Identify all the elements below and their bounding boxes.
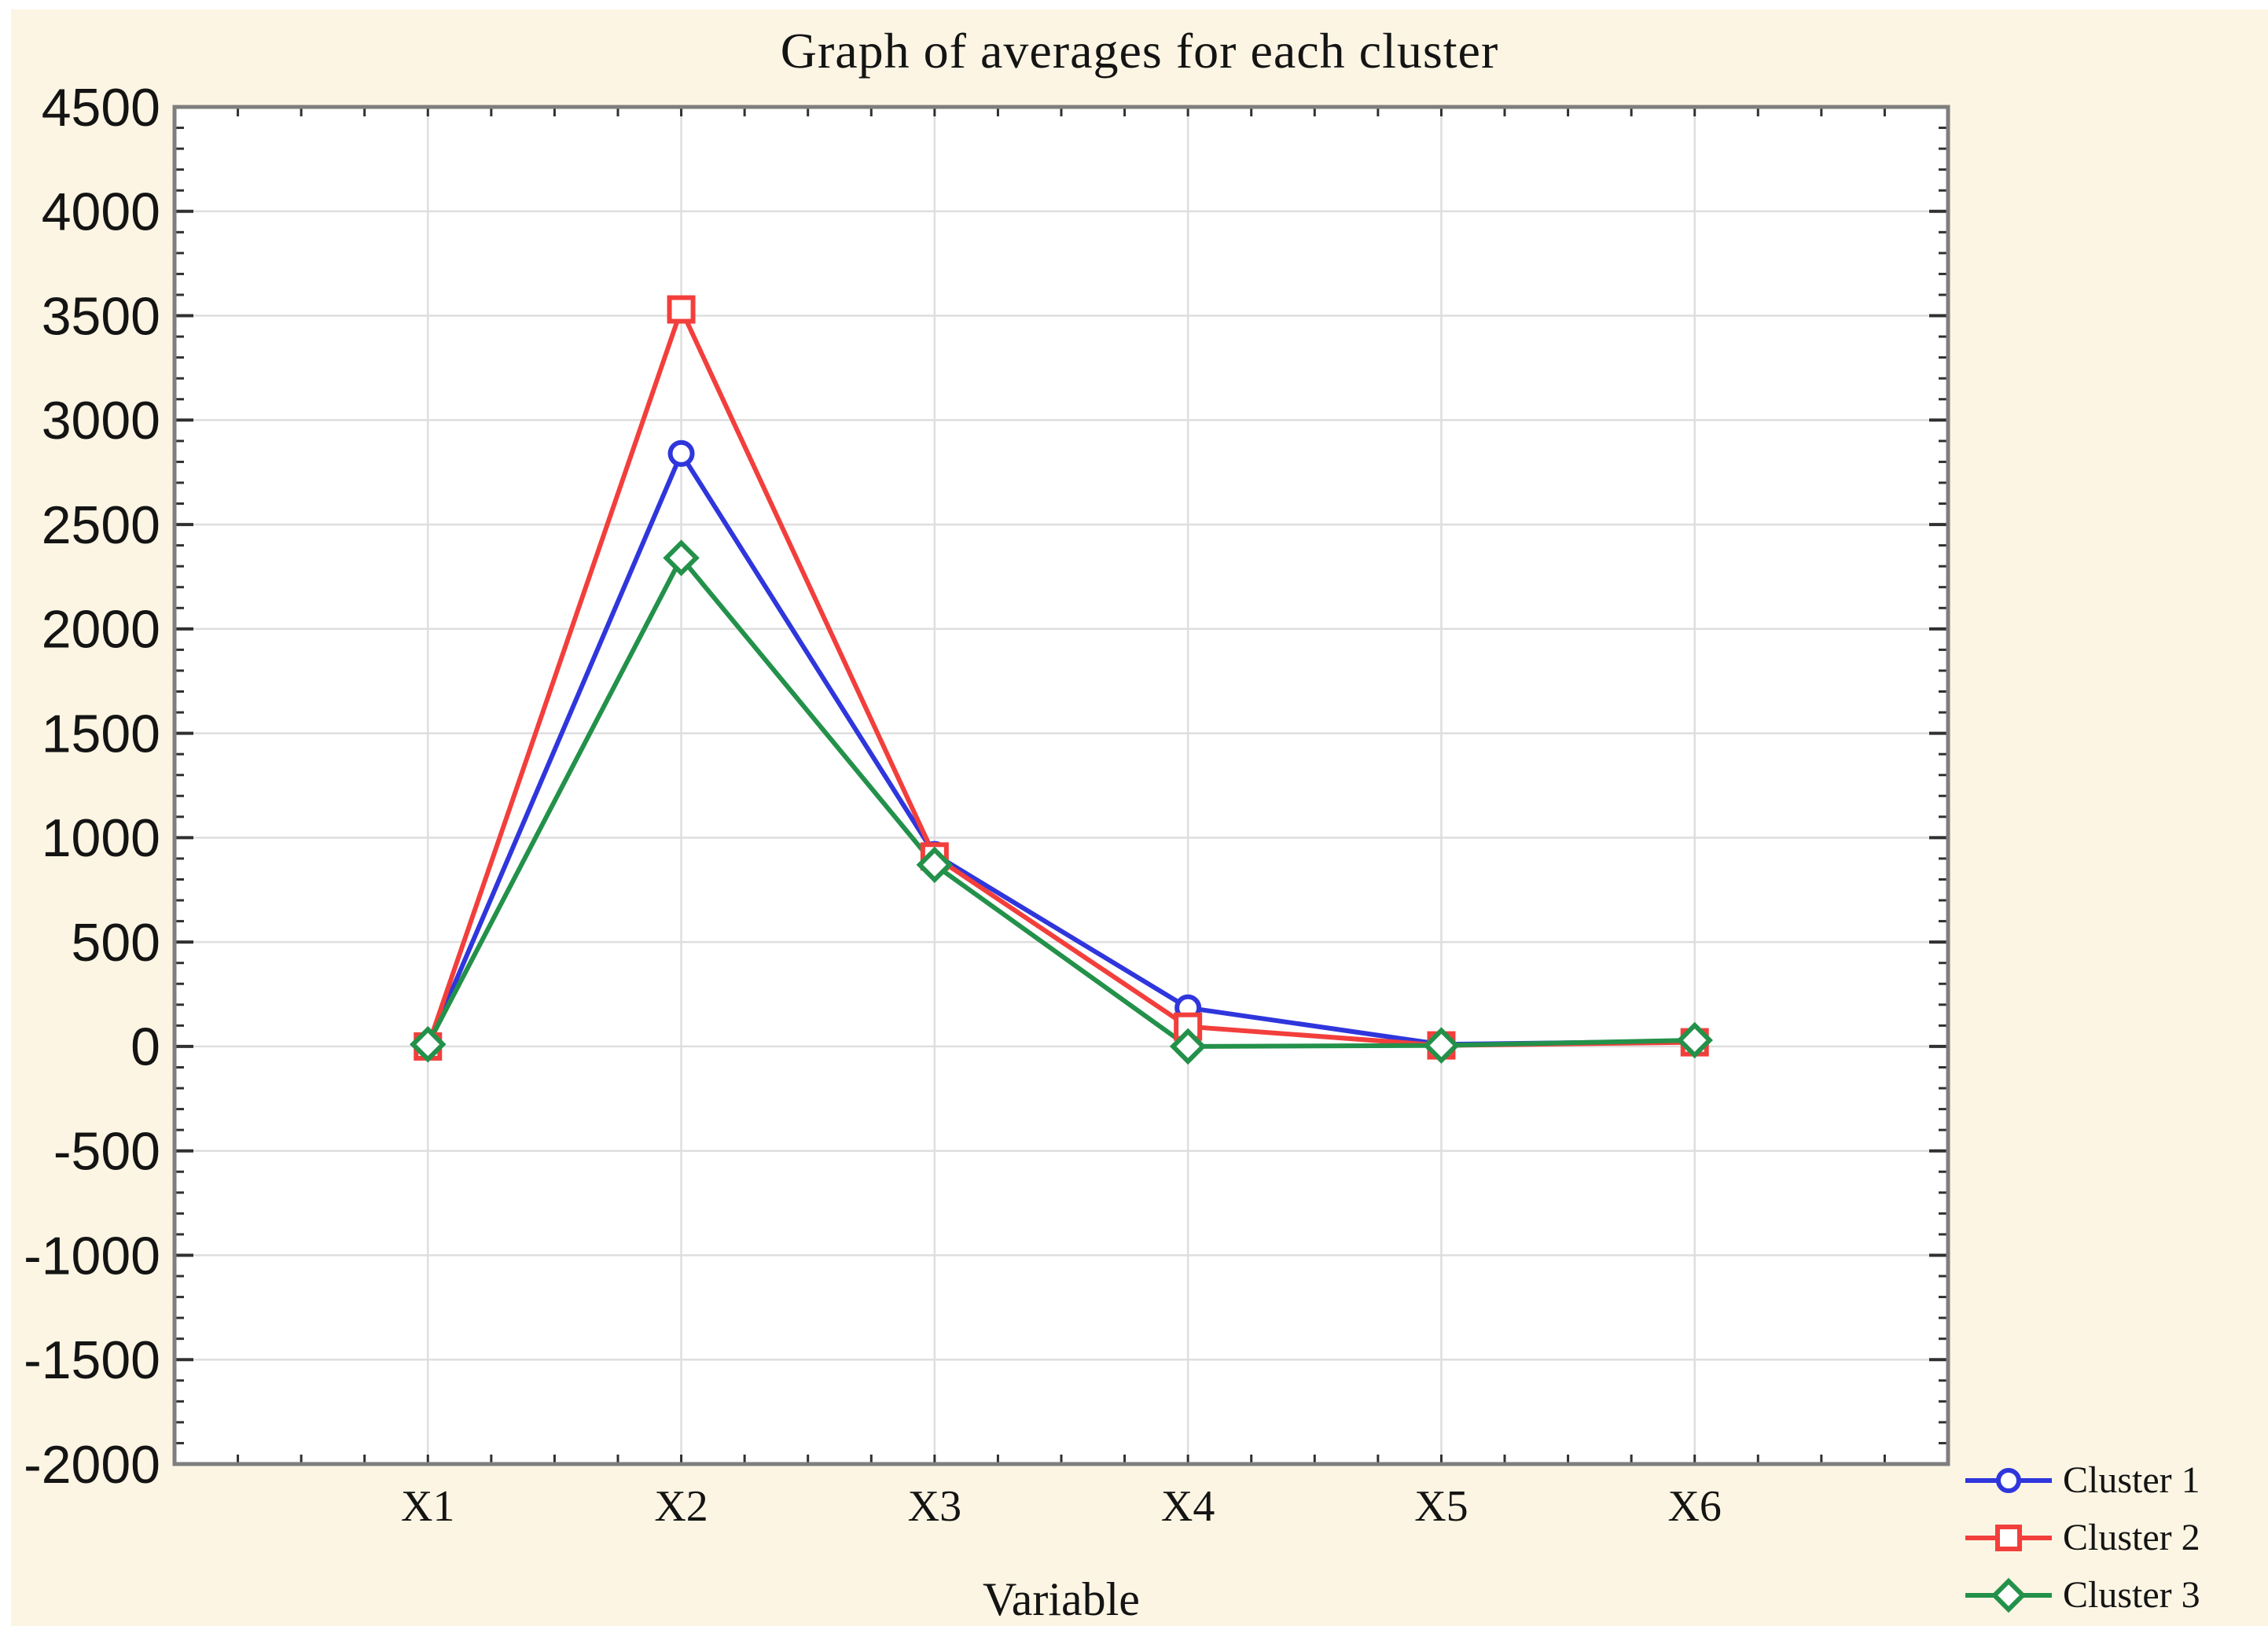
- legend-item-cluster-3: Cluster 3: [1965, 1566, 2200, 1624]
- legend-marker-square-icon: [1965, 1524, 2052, 1551]
- legend-label: Cluster 1: [2063, 1459, 2200, 1501]
- xtick-label-X1: X1: [401, 1482, 454, 1531]
- xtick-label-X4: X4: [1161, 1482, 1215, 1531]
- marker-cluster-3-x1: [410, 1026, 447, 1063]
- cluster-averages-plot: 4500 4000 3500 3000 2500 2000 1500 1000 500 0 -500…: [24, 78, 1950, 1531]
- ytick-label-0: 0: [130, 1017, 160, 1077]
- ytick-label-2500: 2500: [42, 495, 160, 555]
- marker-cluster-1-x2: [667, 440, 695, 467]
- ytick-label--1500: -1500: [24, 1330, 160, 1390]
- legend-label: Cluster 2: [2063, 1517, 2200, 1558]
- xtick-label-X2: X2: [654, 1482, 708, 1531]
- legend-marker-diamond-icon: [1965, 1577, 2052, 1613]
- ytick-label--500: -500: [53, 1121, 160, 1181]
- xtick-label-X3: X3: [908, 1482, 961, 1531]
- ytick-label-1500: 1500: [42, 704, 160, 763]
- marker-cluster-2-x2: [667, 295, 696, 324]
- marker-cluster-3-x3: [916, 846, 954, 884]
- chart-canvas: Graph of averages for each cluster 4500 4…: [11, 9, 2268, 1626]
- xtick-label-X6: X6: [1667, 1482, 1721, 1531]
- marker-cluster-3-x4: [1169, 1028, 1207, 1065]
- plot-area: [175, 107, 1948, 1464]
- ytick-label-500: 500: [72, 913, 160, 973]
- ytick-label-3000: 3000: [42, 391, 160, 451]
- chart-title: Graph of averages for each cluster: [780, 23, 1499, 79]
- legend-item-cluster-1: Cluster 1: [1965, 1451, 2200, 1509]
- ytick-label-4000: 4000: [42, 182, 160, 242]
- xtick-label-X5: X5: [1414, 1482, 1468, 1531]
- legend-label: Cluster 3: [2063, 1574, 2200, 1616]
- marker-cluster-3-x6: [1676, 1021, 1713, 1059]
- ytick-label-2000: 2000: [42, 600, 160, 660]
- ytick-label-3500: 3500: [42, 286, 160, 346]
- legend-marker-circle-icon: [1965, 1467, 2052, 1493]
- ytick-label-1000: 1000: [42, 808, 160, 868]
- ytick-label--2000: -2000: [24, 1435, 160, 1495]
- ytick-label-4500: 4500: [42, 78, 160, 138]
- marker-cluster-3-x2: [663, 539, 700, 576]
- x-axis-title: Variable: [983, 1573, 1140, 1625]
- ytick-label--1000: -1000: [24, 1226, 160, 1286]
- chart-legend: Cluster 1 Cluster 2 Cluster 3: [1965, 1451, 2200, 1624]
- series-line-cluster-3: [425, 555, 1695, 1049]
- legend-item-cluster-2: Cluster 2: [1965, 1509, 2200, 1566]
- marker-cluster-3-x5: [1423, 1027, 1460, 1064]
- plot-frame: [172, 105, 1950, 1466]
